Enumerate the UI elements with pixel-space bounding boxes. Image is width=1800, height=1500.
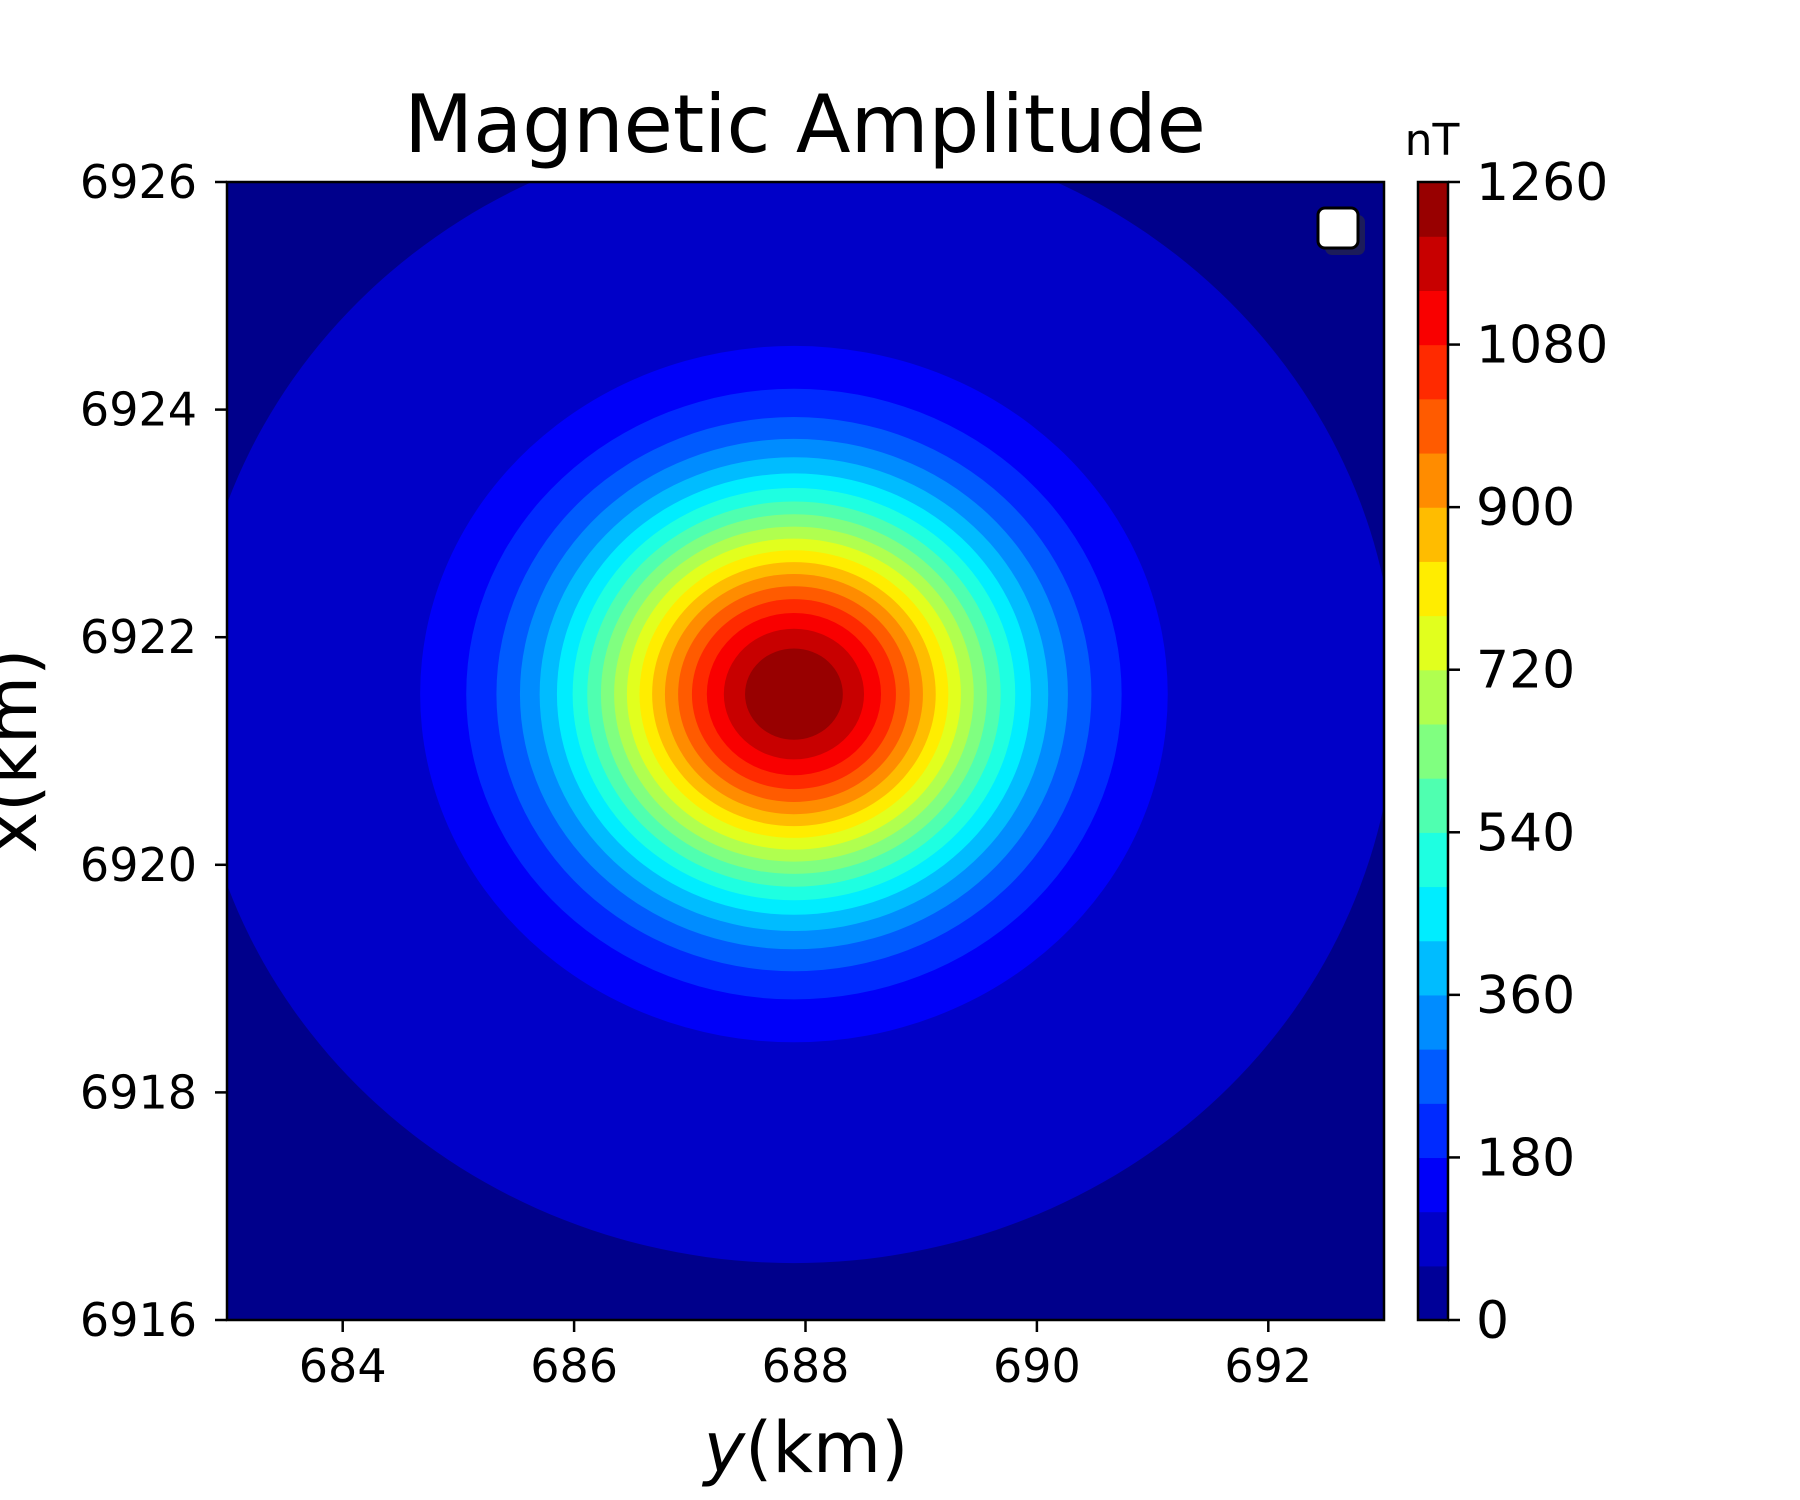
y-tick-label: 6920: [80, 838, 197, 892]
colorbar-swatch: [1418, 778, 1448, 833]
colorbar-unit-label: nT: [1405, 115, 1460, 166]
colorbar-swatch: [1418, 1157, 1448, 1213]
y-tick-label: 6926: [80, 155, 197, 209]
colorbar: 0 180 360 540 720 900 1080 1260 nT: [1405, 115, 1609, 1351]
colorbar-swatch: [1418, 615, 1448, 671]
colorbar-swatch: [1418, 452, 1448, 508]
colorbar-tick-label: 540: [1476, 803, 1575, 863]
x-axis: 684 686 688 690 692: [299, 1320, 1312, 1393]
legend: [1316, 206, 1365, 255]
colorbar-ticks: 0 180 360 540 720 900 1080 1260: [1448, 153, 1608, 1351]
colorbar-swatch: [1418, 344, 1448, 400]
x-tick-label: 692: [1224, 1339, 1312, 1393]
colorbar-swatch: [1418, 1211, 1448, 1267]
colorbar-swatch: [1418, 398, 1448, 454]
colorbar-tick-label: 360: [1476, 966, 1575, 1026]
colorbar-swatch: [1418, 290, 1448, 346]
y-tick-label: 6916: [80, 1293, 197, 1347]
colorbar-swatch: [1418, 669, 1448, 725]
colorbar-swatch: [1418, 236, 1448, 291]
contour-plot-area: [225, 180, 1386, 1322]
contour-band: [745, 648, 843, 740]
colorbar-swatch: [1418, 561, 1448, 617]
colorbar-swatch: [1418, 1049, 1448, 1104]
x-axis-title: y(km): [702, 1407, 909, 1489]
colorbar-swatch: [1418, 507, 1448, 562]
colorbar-swatch: [1418, 994, 1448, 1050]
y-tick-label: 6918: [80, 1065, 197, 1119]
x-tick-label: 686: [530, 1339, 618, 1393]
colorbar-swatch: [1418, 940, 1448, 996]
y-axis: 6916 6918 6920 6922 6924 6926: [80, 155, 227, 1347]
x-tick-label: 684: [299, 1339, 387, 1393]
colorbar-tick-label: 1260: [1476, 153, 1608, 213]
colorbar-swatch: [1418, 182, 1448, 237]
contour-fills: [227, 182, 1384, 1263]
colorbar-swatch: [1418, 1265, 1448, 1321]
y-axis-title: x(km): [0, 649, 53, 854]
x-axis-title-variable: y: [702, 1407, 747, 1489]
colorbar-swatch: [1418, 1103, 1448, 1159]
colorbar-swatch: [1418, 723, 1448, 779]
x-tick-label: 688: [762, 1339, 850, 1393]
colorbar-swatch: [1418, 832, 1448, 888]
y-tick-label: 6922: [80, 610, 197, 664]
colorbar-frame: [1416, 180, 1450, 1322]
chart-title: Magnetic Amplitude: [404, 78, 1206, 171]
colorbar-tick-label: 1080: [1476, 316, 1608, 376]
x-tick-label: 690: [993, 1339, 1081, 1393]
colorbar-tick-label: 900: [1476, 478, 1575, 538]
colorbar-tick-label: 0: [1476, 1291, 1509, 1351]
y-tick-label: 6924: [80, 383, 197, 437]
colorbar-swatches: [1418, 182, 1448, 1321]
colorbar-tick-label: 180: [1476, 1128, 1575, 1188]
x-axis-title-unit: (km): [745, 1407, 908, 1489]
colorbar-tick-label: 720: [1476, 641, 1575, 701]
colorbar-swatch: [1418, 886, 1448, 942]
